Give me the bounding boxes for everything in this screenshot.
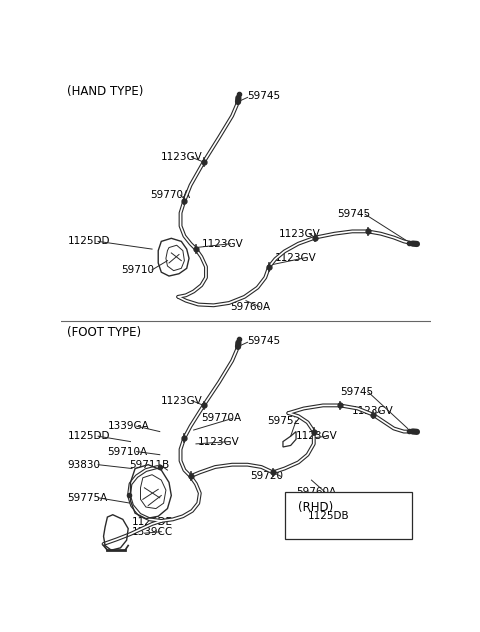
Text: 1123GV: 1123GV [278, 229, 320, 239]
Text: 59710A: 59710A [108, 447, 147, 456]
Text: 59770A: 59770A [201, 413, 241, 423]
Text: 1123GV: 1123GV [201, 239, 243, 249]
Text: 59710: 59710 [121, 265, 154, 275]
Text: (HAND TYPE): (HAND TYPE) [67, 85, 144, 98]
Text: 59775A: 59775A [67, 493, 108, 503]
Text: 59760A: 59760A [230, 302, 271, 312]
Text: 59745: 59745 [248, 336, 281, 346]
Text: 59711B: 59711B [129, 459, 169, 470]
Text: 1125DB: 1125DB [308, 511, 349, 521]
Text: 1339GA: 1339GA [108, 421, 149, 431]
Text: 59760A: 59760A [296, 487, 336, 497]
Text: 59770A: 59770A [150, 190, 190, 200]
Text: 59745: 59745 [248, 91, 281, 101]
Text: 59745: 59745 [340, 387, 373, 396]
Text: 1339CC: 1339CC [132, 526, 173, 537]
Text: 1125DD: 1125DD [67, 236, 110, 246]
Text: 1123GV: 1123GV [161, 396, 203, 406]
Text: 1125DD: 1125DD [67, 431, 110, 441]
Text: 1123GV: 1123GV [275, 253, 317, 262]
Text: 59745: 59745 [337, 209, 370, 219]
Text: 1125DE: 1125DE [132, 518, 173, 528]
Text: (RHD): (RHD) [299, 501, 334, 514]
Bar [285, 492, 411, 539]
Text: (FOOT TYPE): (FOOT TYPE) [67, 326, 142, 339]
Text: 1123GV: 1123GV [161, 152, 203, 162]
Text: 1123GV: 1123GV [296, 431, 338, 441]
Text: 1123GV: 1123GV [198, 437, 240, 447]
Text: 93830: 93830 [67, 459, 100, 470]
Text: 59720: 59720 [250, 471, 283, 481]
Text: 59752: 59752 [267, 416, 300, 426]
Text: 1123GV: 1123GV [352, 406, 394, 416]
